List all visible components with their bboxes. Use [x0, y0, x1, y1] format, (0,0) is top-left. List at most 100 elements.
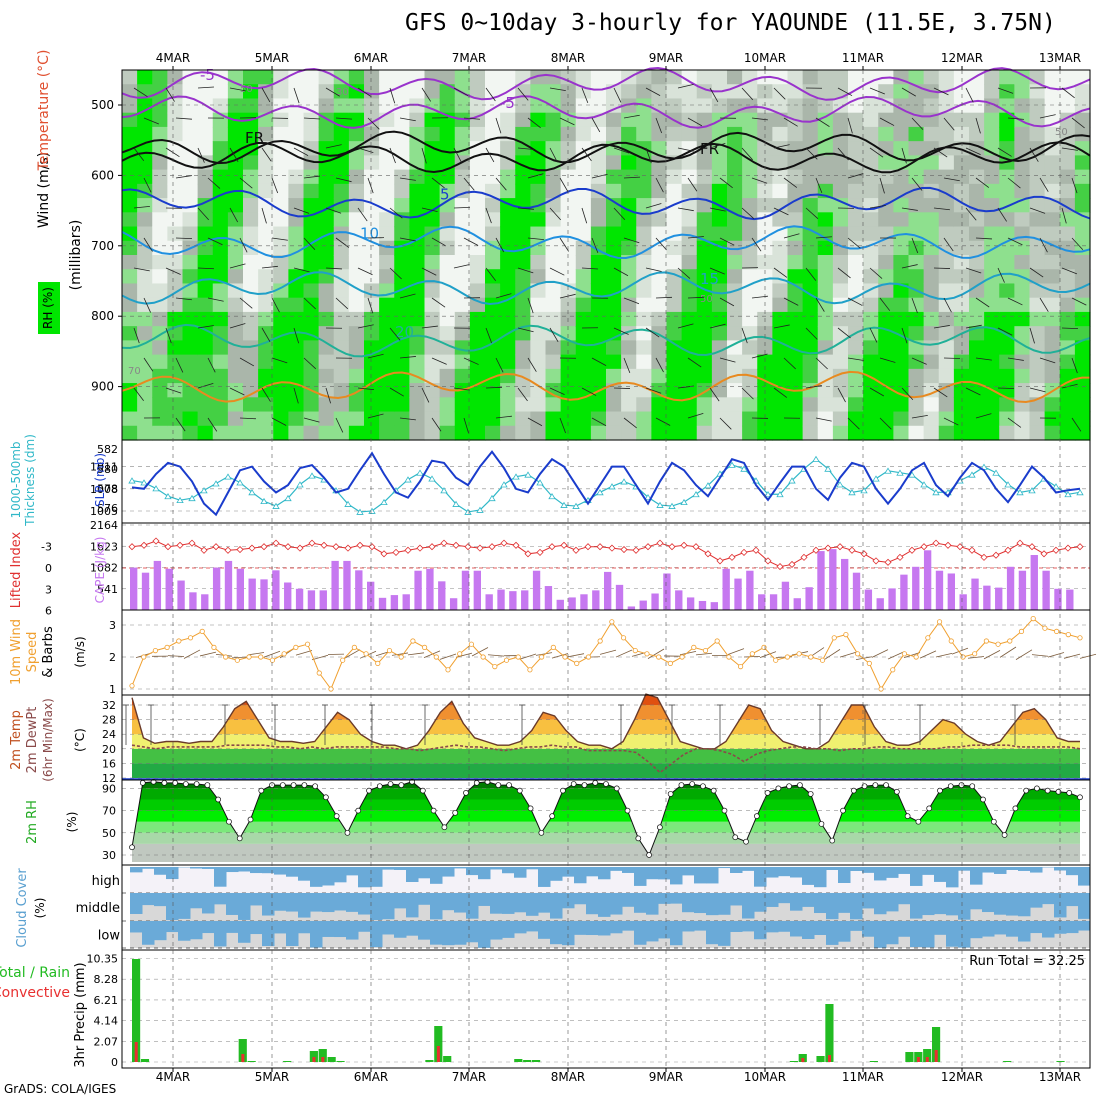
wind-barb	[1061, 327, 1079, 330]
rh-cell	[243, 269, 259, 285]
rh-cell	[651, 368, 668, 384]
wind-barb	[357, 267, 373, 276]
rh-cell	[938, 255, 955, 270]
rh-cell	[832, 425, 849, 441]
rh-cell	[424, 397, 441, 413]
thickness-point	[884, 467, 892, 474]
rh-cell	[333, 240, 350, 256]
rh-cell	[197, 141, 214, 156]
wind-barb	[1039, 237, 1048, 253]
wind-barb	[933, 147, 948, 158]
wind-barb	[399, 177, 416, 181]
cloud-cover-bar	[826, 867, 839, 871]
rh-cell	[1029, 212, 1046, 228]
rh-cell	[545, 198, 562, 213]
rh-cell	[711, 269, 728, 285]
wind-barb	[239, 297, 253, 309]
rh-cell	[1059, 311, 1076, 327]
rh-cell	[152, 311, 168, 327]
wind-barb	[207, 417, 218, 432]
cape-bar	[212, 567, 221, 610]
li-point	[1064, 544, 1072, 552]
rh-cell	[243, 98, 259, 114]
wind-barb	[303, 297, 316, 310]
rh-cell	[318, 98, 335, 114]
rh-cell	[560, 368, 577, 384]
li-point	[500, 539, 508, 547]
rh-cell	[832, 411, 849, 427]
rh-cell	[802, 240, 819, 256]
rh-cell	[802, 98, 819, 114]
rh-cell	[848, 226, 864, 242]
cloud-cover-bar	[754, 893, 767, 912]
wind-speed-point	[936, 619, 943, 625]
cloud-cover-bar	[442, 867, 455, 877]
cloud-cover-bar	[430, 893, 443, 920]
wind-barb	[997, 87, 1014, 94]
cape-bar	[130, 567, 138, 610]
rh-cell	[348, 198, 365, 213]
li-point	[752, 546, 760, 554]
rh-cell	[560, 340, 577, 356]
cloud-cover-bar	[598, 893, 611, 917]
cloud-cover-bar	[1018, 921, 1031, 942]
wind-speed-point	[901, 651, 908, 657]
wind-barb	[655, 417, 671, 426]
rh-cell	[636, 112, 652, 128]
rh-cell	[621, 155, 637, 171]
rh-cell	[923, 368, 940, 384]
wind-barb	[719, 357, 736, 363]
rh-cell	[575, 311, 592, 327]
cloud-cover-bar	[1006, 921, 1019, 937]
rh-cell	[908, 297, 925, 313]
cloud-cover-bar	[490, 867, 503, 870]
cloud-cover-bar	[598, 921, 611, 936]
rh-cell	[863, 84, 879, 100]
rh-cell	[696, 126, 713, 142]
rh-cell	[243, 283, 259, 299]
cape-bar	[343, 560, 351, 610]
wind-barb	[229, 387, 245, 396]
wind-barb	[143, 237, 153, 252]
slp-line	[131, 450, 1081, 517]
cape-bar	[248, 578, 256, 610]
rh-point	[581, 782, 588, 788]
thickness-point	[128, 477, 136, 484]
wind10-unit-label: (m/s)	[73, 636, 87, 667]
wind-barb	[677, 83, 694, 89]
rh-cell	[469, 112, 486, 128]
rh-cell	[454, 198, 471, 213]
rh-point	[312, 783, 318, 790]
wind-speed-point	[211, 644, 217, 651]
wind-barb	[655, 177, 664, 193]
cloud-cover-bar	[322, 893, 335, 913]
rh-cell	[122, 311, 138, 327]
rh-cell	[666, 183, 683, 199]
rh-cell	[832, 226, 849, 242]
rh-cell	[999, 311, 1015, 327]
wind-barb	[527, 173, 544, 179]
rh-point	[473, 779, 480, 786]
rh-cell	[318, 368, 335, 384]
rh-cell	[1074, 226, 1091, 242]
cloud-cover-bar	[418, 893, 431, 905]
cloud-cover-bar	[934, 893, 947, 915]
rh-cell	[651, 126, 668, 142]
cloud-cover-bar	[166, 867, 179, 880]
rh-cell	[122, 397, 138, 413]
cloud-cover-bar	[586, 867, 599, 877]
rh-cell	[454, 326, 471, 341]
rh-cell	[469, 411, 486, 427]
wind-barb	[581, 87, 589, 104]
wind-barb	[975, 117, 981, 134]
rh-cell	[863, 183, 879, 199]
wind-barb	[997, 207, 1007, 222]
rh-cell	[469, 297, 486, 313]
cloud-cover-bar	[694, 893, 707, 914]
rh-cell	[575, 326, 592, 341]
rh-cell	[560, 255, 577, 270]
thickness-point	[440, 487, 448, 494]
cloud-cover-bar	[214, 867, 227, 887]
thickness-point	[284, 494, 292, 502]
rh-cell	[500, 112, 516, 128]
